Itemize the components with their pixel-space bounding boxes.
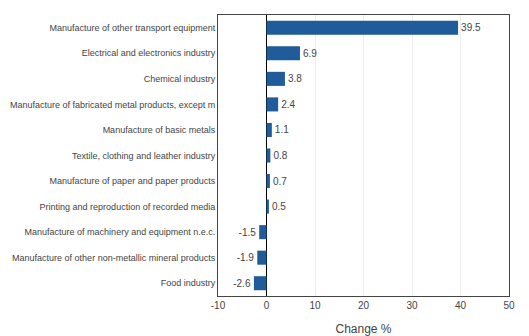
svg-text:20: 20	[358, 300, 370, 311]
svg-text:40: 40	[455, 300, 467, 311]
svg-text:39.5: 39.5	[461, 22, 481, 33]
svg-text:-1.9: -1.9	[237, 252, 255, 263]
svg-text:10: 10	[309, 300, 321, 311]
svg-text:Manufacture of basic metals: Manufacture of basic metals	[103, 125, 216, 135]
svg-text:50: 50	[503, 300, 515, 311]
svg-text:0: 0	[264, 300, 270, 311]
svg-text:Manufacture of fabricated meta: Manufacture of fabricated metal products…	[10, 100, 215, 110]
svg-text:6.9: 6.9	[303, 48, 317, 59]
svg-text:Manufacture of machinery and e: Manufacture of machinery and equipment n…	[25, 227, 216, 237]
svg-text:Chemical industry: Chemical industry	[144, 74, 216, 84]
svg-text:2.4: 2.4	[281, 99, 295, 110]
svg-text:0.7: 0.7	[273, 176, 287, 187]
svg-text:Textile, clothing and leather: Textile, clothing and leather industry	[72, 151, 216, 161]
svg-text:0.5: 0.5	[272, 201, 286, 212]
svg-text:-10: -10	[211, 300, 226, 311]
svg-text:Electrical and electronics ind: Electrical and electronics industry	[82, 48, 216, 58]
svg-text:Manufacture of paper and paper: Manufacture of paper and paper products	[50, 176, 216, 186]
svg-text:Manufacture of other non-metal: Manufacture of other non-metallic minera…	[12, 253, 216, 263]
svg-text:Change %: Change %	[335, 322, 391, 336]
svg-text:30: 30	[406, 300, 418, 311]
svg-text:1.1: 1.1	[275, 124, 289, 135]
svg-text:Manufacture of other transport: Manufacture of other transport equipment	[50, 23, 216, 33]
svg-text:3.8: 3.8	[288, 73, 302, 84]
svg-text:-1.5: -1.5	[239, 227, 257, 238]
svg-text:0.8: 0.8	[273, 150, 287, 161]
svg-text:Food industry: Food industry	[161, 278, 216, 288]
svg-text:Printing and reproduction of r: Printing and reproduction of recorded me…	[40, 202, 216, 212]
svg-text:-2.6: -2.6	[233, 278, 251, 289]
